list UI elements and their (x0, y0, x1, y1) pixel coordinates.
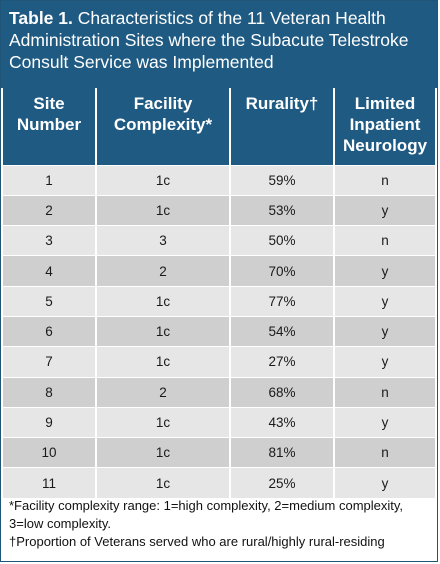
caption-text: Characteristics of the 11 Veteran Health… (9, 8, 409, 72)
header-limited-neurology: Limited Inpatient Neurology (333, 88, 435, 165)
table-row: 7 1c 27% y (3, 346, 435, 378)
characteristics-table: Site Number Facility Complexity* Ruralit… (3, 88, 435, 499)
header-site-number: Site Number (3, 88, 96, 165)
header-rurality: Rurality† (229, 88, 334, 165)
cell-limited-neurology: y (333, 285, 435, 317)
caption-label: Table 1. (9, 8, 73, 28)
cell-facility-complexity: 2 (95, 255, 230, 287)
cell-site-number: 9 (3, 406, 96, 438)
table-row: 10 1c 81% n (3, 437, 435, 468)
cell-site-number: 3 (3, 225, 96, 256)
cell-facility-complexity: 1c (95, 164, 230, 196)
cell-rurality: 70% (229, 255, 334, 287)
cell-site-number: 5 (3, 285, 96, 317)
cell-limited-neurology: y (333, 467, 435, 499)
cell-rurality: 77% (229, 285, 334, 317)
cell-facility-complexity: 1c (95, 285, 230, 317)
cell-rurality: 27% (229, 346, 334, 378)
table-caption: Table 1. Characteristics of the 11 Veter… (1, 1, 437, 88)
table-row: 3 3 50% n (3, 225, 435, 256)
cell-facility-complexity: 1c (95, 406, 230, 438)
cell-limited-neurology: y (333, 194, 435, 226)
table-row: 9 1c 43% y (3, 406, 435, 438)
cell-limited-neurology: y (333, 346, 435, 378)
table-row: 5 1c 77% y (3, 285, 435, 317)
cell-facility-complexity: 1c (95, 467, 230, 499)
cell-facility-complexity: 3 (95, 225, 230, 256)
cell-limited-neurology: n (333, 437, 435, 468)
cell-limited-neurology: y (333, 406, 435, 438)
cell-facility-complexity: 1c (95, 346, 230, 378)
table-row: 6 1c 54% y (3, 315, 435, 347)
cell-rurality: 25% (229, 467, 334, 499)
cell-rurality: 59% (229, 164, 334, 196)
cell-rurality: 81% (229, 437, 334, 468)
table-row: 2 1c 53% y (3, 194, 435, 226)
header-row: Site Number Facility Complexity* Ruralit… (3, 88, 435, 165)
cell-rurality: 53% (229, 194, 334, 226)
footnote-complexity: *Facility complexity range: 1=high compl… (9, 498, 404, 531)
cell-rurality: 54% (229, 315, 334, 347)
table-container: Site Number Facility Complexity* Ruralit… (3, 88, 435, 499)
cell-limited-neurology: n (333, 164, 435, 196)
cell-site-number: 2 (3, 194, 96, 226)
cell-site-number: 8 (3, 376, 96, 408)
cell-site-number: 7 (3, 346, 96, 378)
cell-facility-complexity: 1c (95, 315, 230, 347)
cell-limited-neurology: y (333, 315, 435, 347)
table-row: 11 1c 25% y (3, 467, 435, 499)
footnotes: *Facility complexity range: 1=high compl… (9, 497, 433, 551)
table-body: 1 1c 59% n 2 1c 53% y 3 3 50% n 4 2 70% y 5 1c 77% y 6 1c 54% y… (3, 164, 435, 499)
footnote-rurality: †Proportion of Veterans served who are r… (9, 534, 385, 549)
cell-facility-complexity: 2 (95, 376, 230, 408)
cell-limited-neurology: y (333, 255, 435, 287)
cell-limited-neurology: n (333, 225, 435, 256)
cell-rurality: 43% (229, 406, 334, 438)
cell-facility-complexity: 1c (95, 194, 230, 226)
cell-site-number: 6 (3, 315, 96, 347)
table-row: 4 2 70% y (3, 255, 435, 287)
cell-site-number: 1 (3, 164, 96, 196)
cell-site-number: 4 (3, 255, 96, 287)
table-row: 1 1c 59% n (3, 164, 435, 196)
table-row: 8 2 68% n (3, 376, 435, 408)
cell-facility-complexity: 1c (95, 437, 230, 468)
header-facility-complexity: Facility Complexity* (95, 88, 230, 165)
cell-rurality: 50% (229, 225, 334, 256)
cell-site-number: 10 (3, 437, 96, 468)
cell-rurality: 68% (229, 376, 334, 408)
cell-limited-neurology: n (333, 376, 435, 408)
cell-site-number: 11 (3, 467, 96, 499)
